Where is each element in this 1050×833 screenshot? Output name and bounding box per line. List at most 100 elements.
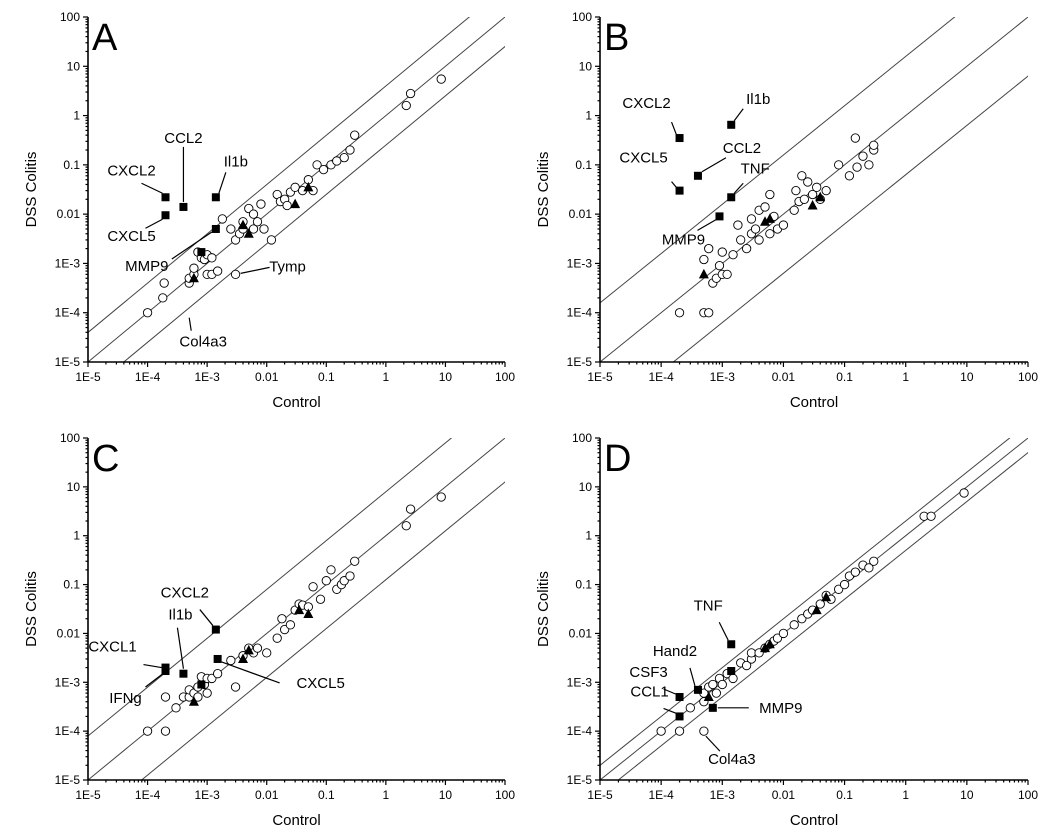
x-tick-label: 0.1	[318, 788, 335, 802]
point-circle	[282, 200, 292, 211]
point-circle	[714, 261, 725, 271]
x-tick-label: 1E-4	[648, 370, 674, 384]
annotation-label: CCL1	[630, 683, 668, 700]
panel-letter: A	[92, 17, 118, 59]
annotation-tnf: TNF	[733, 160, 770, 194]
y-tick-label: 1E-4	[55, 306, 81, 320]
point-triangle	[303, 608, 314, 618]
point-square	[675, 134, 684, 143]
x-tick-label: 1E-5	[75, 788, 101, 802]
annotation-label: Il1b	[224, 153, 248, 170]
x-tick-label: 100	[1018, 788, 1038, 802]
point-triangle	[188, 696, 199, 706]
x-tick-label: 100	[1018, 370, 1038, 384]
annotation-cxcl5: CXCL5	[107, 218, 163, 245]
y-tick-label: 0.01	[57, 626, 81, 640]
point-square	[727, 667, 736, 676]
annotation-mmp9: MMP9	[125, 231, 213, 275]
point-circle	[674, 308, 685, 318]
point-circle	[741, 660, 752, 671]
point-circle	[259, 224, 269, 234]
point-circle	[158, 293, 168, 303]
annotation-il1b: Il1b	[733, 91, 770, 122]
annotation-col4a3: Col4a3	[179, 317, 227, 351]
point-circle	[248, 209, 259, 219]
point-circle	[159, 278, 169, 288]
annotation-csf3: CSF3	[629, 664, 676, 695]
annotation-label: CCL2	[164, 130, 202, 147]
point-circle	[189, 263, 199, 273]
point-circle	[850, 133, 860, 143]
annotation-mmp9: MMP9	[662, 218, 717, 248]
point-circle	[326, 565, 336, 575]
y-tick-label: 0.1	[63, 158, 80, 172]
point-circle	[869, 556, 879, 566]
lower-fold-line	[672, 75, 1028, 362]
point-circle	[345, 571, 355, 581]
annotation-label: IFNg	[109, 690, 142, 707]
point-circle	[272, 633, 282, 643]
x-axis-label: Control	[272, 812, 320, 829]
y-tick-label: 0.01	[57, 207, 81, 221]
annotation-hand2: Hand2	[653, 643, 697, 687]
annotation-leader	[705, 735, 721, 752]
y-tick-label: 1	[73, 109, 80, 123]
point-triangle	[698, 268, 709, 279]
point-circle	[789, 205, 799, 215]
point-circle	[704, 308, 714, 318]
annotation-label: Hand2	[653, 643, 697, 660]
point-circle	[833, 160, 844, 170]
point-triangle	[238, 219, 249, 230]
point-square	[715, 212, 724, 221]
point-circle	[815, 599, 825, 609]
lower-fold-line	[617, 452, 1028, 780]
x-tick-label: 0.1	[318, 370, 335, 384]
point-circle	[436, 74, 446, 84]
x-tick-label: 1E-4	[135, 788, 161, 802]
annotation-leader	[670, 121, 678, 136]
point-triangle	[238, 653, 249, 663]
annotation-leader	[221, 661, 280, 684]
reference-lines	[88, 17, 505, 362]
x-tick-label: 1	[902, 370, 909, 384]
data-points	[674, 120, 879, 318]
annotation-leader	[143, 663, 162, 669]
point-circle	[699, 726, 709, 736]
point-circle	[142, 726, 153, 736]
upper-fold-line	[88, 438, 453, 737]
annotation-cxcl5: CXCL5	[221, 661, 345, 692]
point-circle	[436, 492, 446, 502]
point-circle	[266, 235, 277, 245]
y-tick-label: 1E-3	[55, 256, 81, 270]
y-tick-label: 10	[67, 59, 81, 73]
annotation-col4a3: Col4a3	[705, 735, 756, 768]
panel-b: 1E-51E-5 1E-4 1E-4 1E-3 1E-3 0.01 0.01 0.1 0.1 1 1…	[535, 10, 1038, 411]
point-circle	[230, 682, 241, 692]
point-triangle	[760, 642, 771, 653]
point-circle	[711, 688, 722, 698]
x-tick-label: 1E-5	[587, 788, 613, 802]
point-circle	[350, 556, 360, 566]
point-triangle	[815, 191, 826, 202]
point-circle	[315, 594, 326, 604]
x-tick-label: 10	[439, 788, 453, 802]
point-circle	[778, 628, 789, 639]
point-square	[211, 193, 220, 202]
annotation-tymp: Tymp	[240, 258, 306, 275]
y-tick-label: 0.1	[575, 158, 592, 172]
y-tick-label: 100	[572, 10, 592, 24]
reference-lines	[88, 438, 505, 780]
annotation-label: Col4a3	[708, 751, 756, 768]
point-circle	[812, 182, 822, 192]
point-circle	[248, 224, 259, 234]
point-circle	[226, 655, 236, 666]
point-square	[197, 248, 206, 257]
point-circle	[765, 229, 775, 239]
y-tick-label: 1	[585, 529, 592, 543]
point-circle	[750, 224, 761, 234]
y-tick-label: 10	[579, 59, 593, 73]
annotation-tnf: TNF	[694, 597, 729, 641]
point-triangle	[188, 272, 199, 283]
annotation-leader	[240, 266, 270, 274]
